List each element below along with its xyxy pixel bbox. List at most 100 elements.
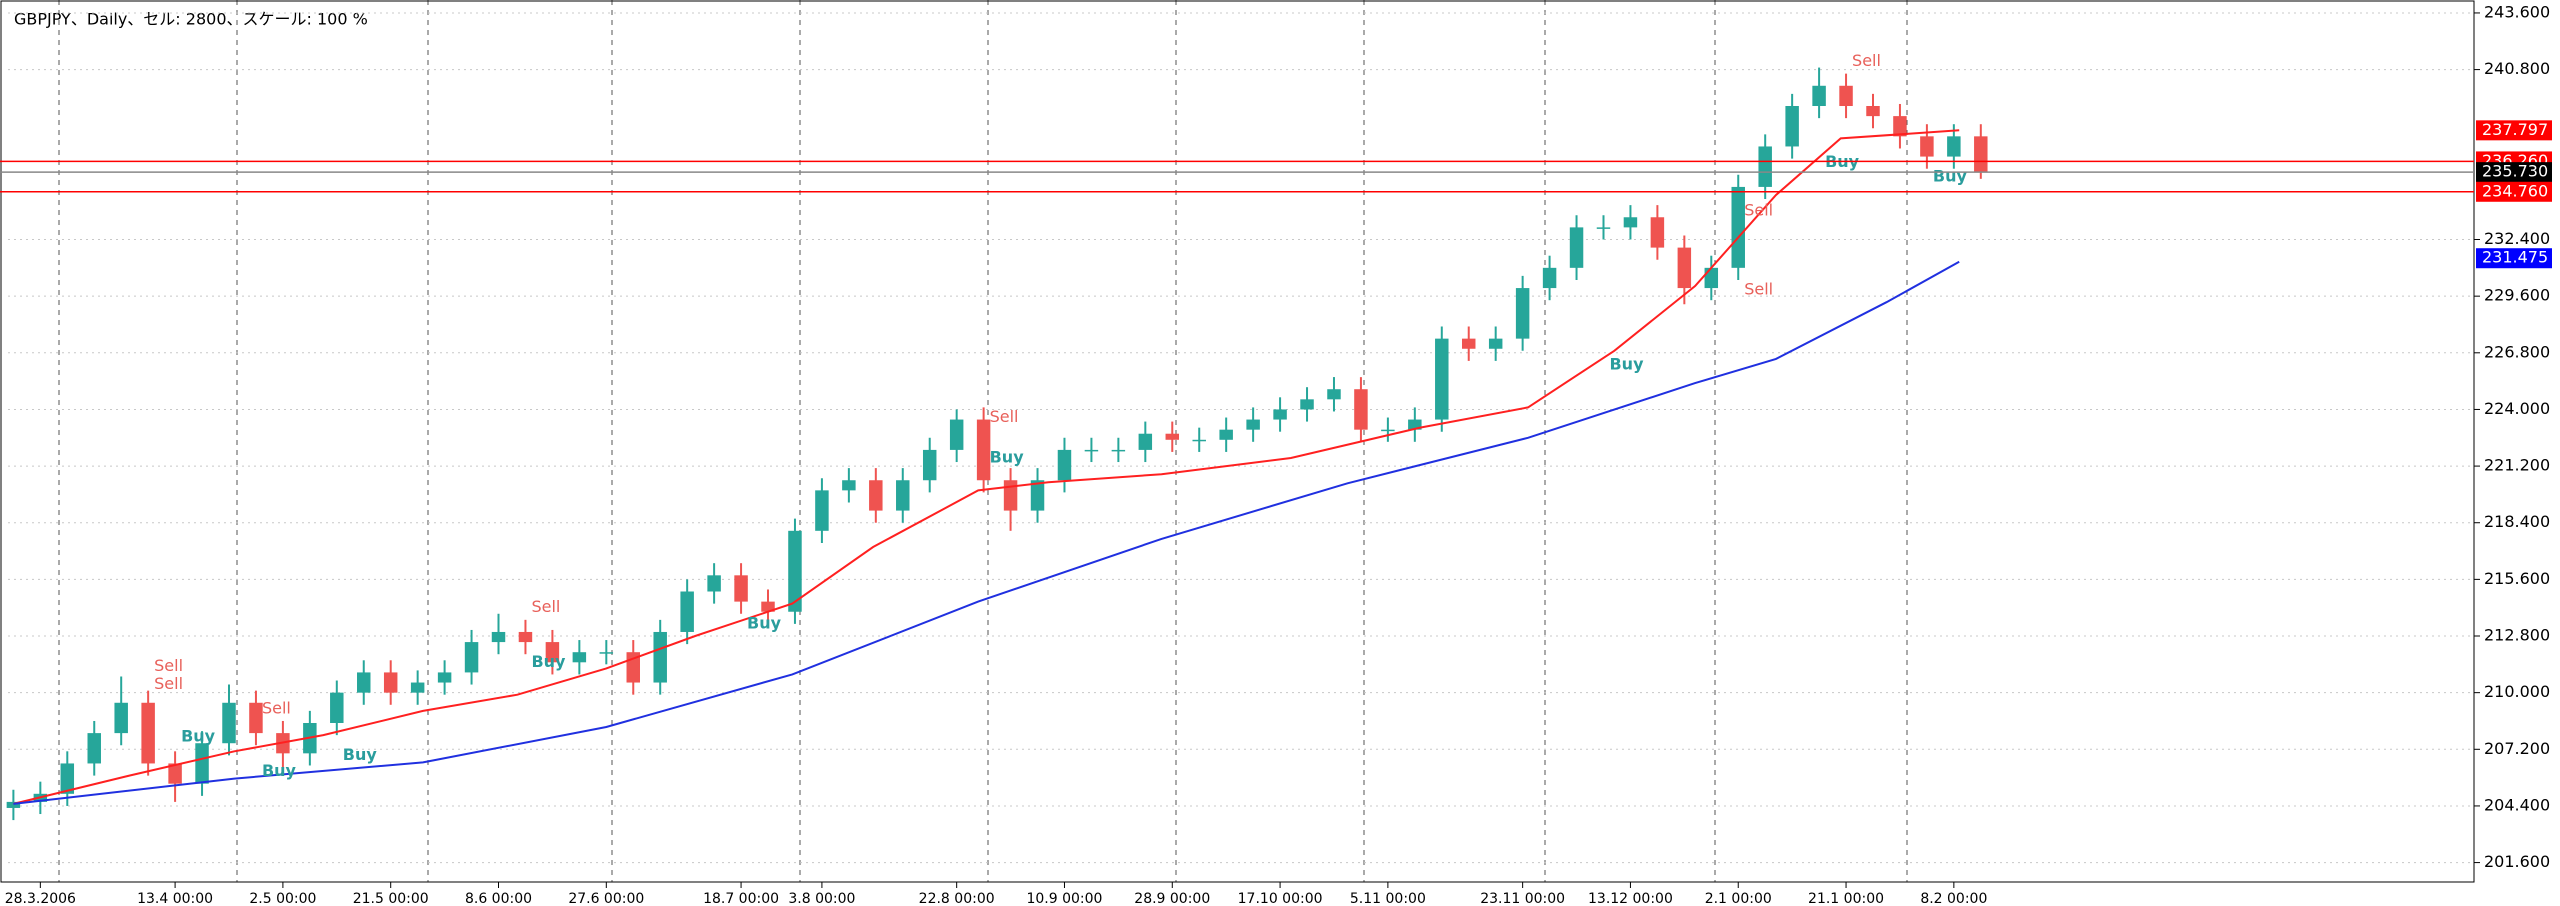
signal-label: Buy xyxy=(1933,166,1968,185)
candle-body xyxy=(6,801,21,808)
candle-body xyxy=(1057,449,1072,481)
candle-body xyxy=(1138,433,1153,450)
signal-label: Sell xyxy=(1744,201,1773,220)
candle-body xyxy=(410,682,425,693)
candle-body xyxy=(1488,338,1503,349)
price-label-box xyxy=(2476,181,2552,202)
candle-body xyxy=(599,652,614,654)
signal-label: Sell xyxy=(154,674,183,693)
y-tick-label: 229.600 xyxy=(2484,286,2550,305)
signal-label: Buy xyxy=(1609,354,1644,373)
signal-label: Buy xyxy=(181,727,216,746)
candle-body xyxy=(1893,116,1907,137)
candle-body xyxy=(357,672,371,693)
candle-body xyxy=(545,642,560,663)
candle-body xyxy=(1003,480,1018,511)
candle-body xyxy=(330,692,344,723)
period-separators xyxy=(58,0,1908,882)
candle-body xyxy=(976,419,991,481)
candle-body xyxy=(168,763,182,784)
candle-body xyxy=(1839,85,1853,107)
chart-title: GBPJPY、Daily、セル: 2800、スケール: 100 % xyxy=(14,10,368,29)
x-tick-label: 3.8 00:00 xyxy=(788,891,855,906)
candle-body xyxy=(1354,389,1368,430)
y-tick-label: 201.600 xyxy=(2484,852,2550,871)
y-tick-label: 221.200 xyxy=(2484,456,2550,475)
signal-label: Sell xyxy=(154,656,183,675)
signal-label: Buy xyxy=(990,447,1025,466)
signal-label: Buy xyxy=(262,761,297,780)
candle-body xyxy=(949,419,964,450)
y-tick-label: 232.400 xyxy=(2484,229,2550,248)
candle-body xyxy=(1758,146,1772,187)
y-tick-label: 218.400 xyxy=(2484,512,2550,531)
candle-body xyxy=(114,702,128,734)
candle-body xyxy=(1677,247,1692,289)
candle-body xyxy=(1165,433,1180,440)
candle-body xyxy=(222,702,236,744)
x-tick-label: 13.12 00:00 xyxy=(1588,891,1673,906)
signal-label: Buy xyxy=(747,613,782,632)
candle-body xyxy=(1812,85,1826,107)
price-label: 237.797 xyxy=(2482,120,2548,139)
candle-body xyxy=(437,672,452,683)
candle-body xyxy=(1246,419,1260,430)
price-label-box xyxy=(2476,162,2552,183)
x-tick-label: 18.7 00:00 xyxy=(703,891,779,906)
signal-label: Sell xyxy=(262,698,291,717)
candle-body xyxy=(788,530,802,612)
candle-body xyxy=(842,480,856,491)
signal-label: Sell xyxy=(990,407,1019,426)
candle-body xyxy=(653,631,667,683)
candle-body xyxy=(1273,409,1287,420)
candle-body xyxy=(734,575,748,602)
signal-label: Buy xyxy=(531,652,566,671)
y-tick-label: 226.800 xyxy=(2484,342,2550,361)
x-tick-label: 8.2 00:00 xyxy=(1920,891,1987,906)
x-tick-label: 13.4 00:00 xyxy=(137,891,213,906)
y-tick-label: 240.800 xyxy=(2484,59,2550,78)
candle-body xyxy=(1111,449,1126,452)
x-tick-label: 5.11 00:00 xyxy=(1350,891,1426,906)
candle-body xyxy=(1192,439,1206,442)
candle-body xyxy=(1704,267,1719,289)
x-tick-label: 8.6 00:00 xyxy=(465,891,532,906)
candle-body xyxy=(1435,338,1449,420)
candle-body xyxy=(383,672,398,693)
candle-body xyxy=(141,702,155,764)
x-tick-label: 23.11 00:00 xyxy=(1480,891,1565,906)
candle-body xyxy=(464,642,479,673)
candle-body xyxy=(1596,227,1611,229)
candle-body xyxy=(1920,136,1934,157)
signal-label: Sell xyxy=(1744,280,1773,299)
candle-body xyxy=(518,631,533,643)
candle-body xyxy=(1623,217,1638,228)
candle-body xyxy=(1947,136,1961,157)
signal-label: Sell xyxy=(1852,51,1881,70)
price-label: 231.475 xyxy=(2482,248,2548,267)
candle-body xyxy=(1381,429,1395,432)
x-tick-label: 22.8 00:00 xyxy=(919,891,995,906)
candle-body xyxy=(1542,267,1557,289)
candle-body xyxy=(869,480,883,511)
candle-body xyxy=(1974,136,1988,173)
candle-body xyxy=(1866,106,1880,117)
x-tick-label: 17.10 00:00 xyxy=(1238,891,1323,906)
candle-body xyxy=(60,763,75,794)
ma-line xyxy=(13,260,1960,805)
x-tick-label: 10.9 00:00 xyxy=(1026,891,1102,906)
candle-body xyxy=(1030,480,1045,511)
x-tick-label: 2.5 00:00 xyxy=(249,891,316,906)
candle-body xyxy=(1650,217,1665,248)
y-tick-label: 212.800 xyxy=(2484,626,2550,645)
y-tick-label: 207.200 xyxy=(2484,739,2550,758)
candle-body xyxy=(1515,288,1530,339)
y-tick-label: 224.000 xyxy=(2484,399,2550,418)
signal-label: Sell xyxy=(531,597,560,616)
candle-body xyxy=(1408,419,1422,430)
candle-body xyxy=(1084,449,1099,452)
candle-body xyxy=(896,480,910,511)
price-label-box xyxy=(2476,120,2552,141)
x-tick-label: 28.9 00:00 xyxy=(1134,891,1210,906)
